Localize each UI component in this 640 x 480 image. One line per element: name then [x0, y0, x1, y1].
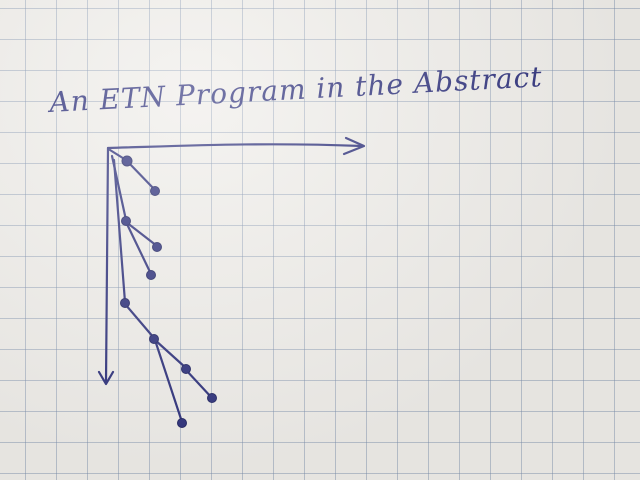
- tree-node: [152, 242, 162, 252]
- tree-node: [146, 270, 156, 280]
- tree-edge: [123, 302, 156, 340]
- tree-node: [121, 216, 131, 226]
- tree-edge: [124, 220, 153, 276]
- tree-node: [149, 334, 159, 344]
- tree-edge: [153, 338, 188, 370]
- tree-edge: [124, 220, 159, 248]
- vertical-axis-arrow: [104, 146, 110, 384]
- diagram-title: An ETN Program in the Abstract: [46, 60, 544, 119]
- horizontal-axis-arrow: [106, 143, 364, 150]
- tree-node: [181, 364, 191, 374]
- tree-node: [177, 418, 187, 428]
- tree-node: [120, 298, 130, 308]
- tree-edge: [153, 338, 184, 424]
- tree-edge: [112, 158, 127, 304]
- tree-edge: [184, 368, 214, 400]
- vertical-axis-arrowhead: [97, 370, 115, 386]
- tree-node: [207, 393, 217, 403]
- tree-edge: [126, 160, 157, 192]
- horizontal-axis-arrowhead: [342, 136, 366, 156]
- tree-node: [150, 186, 160, 196]
- tree-node: [121, 155, 133, 167]
